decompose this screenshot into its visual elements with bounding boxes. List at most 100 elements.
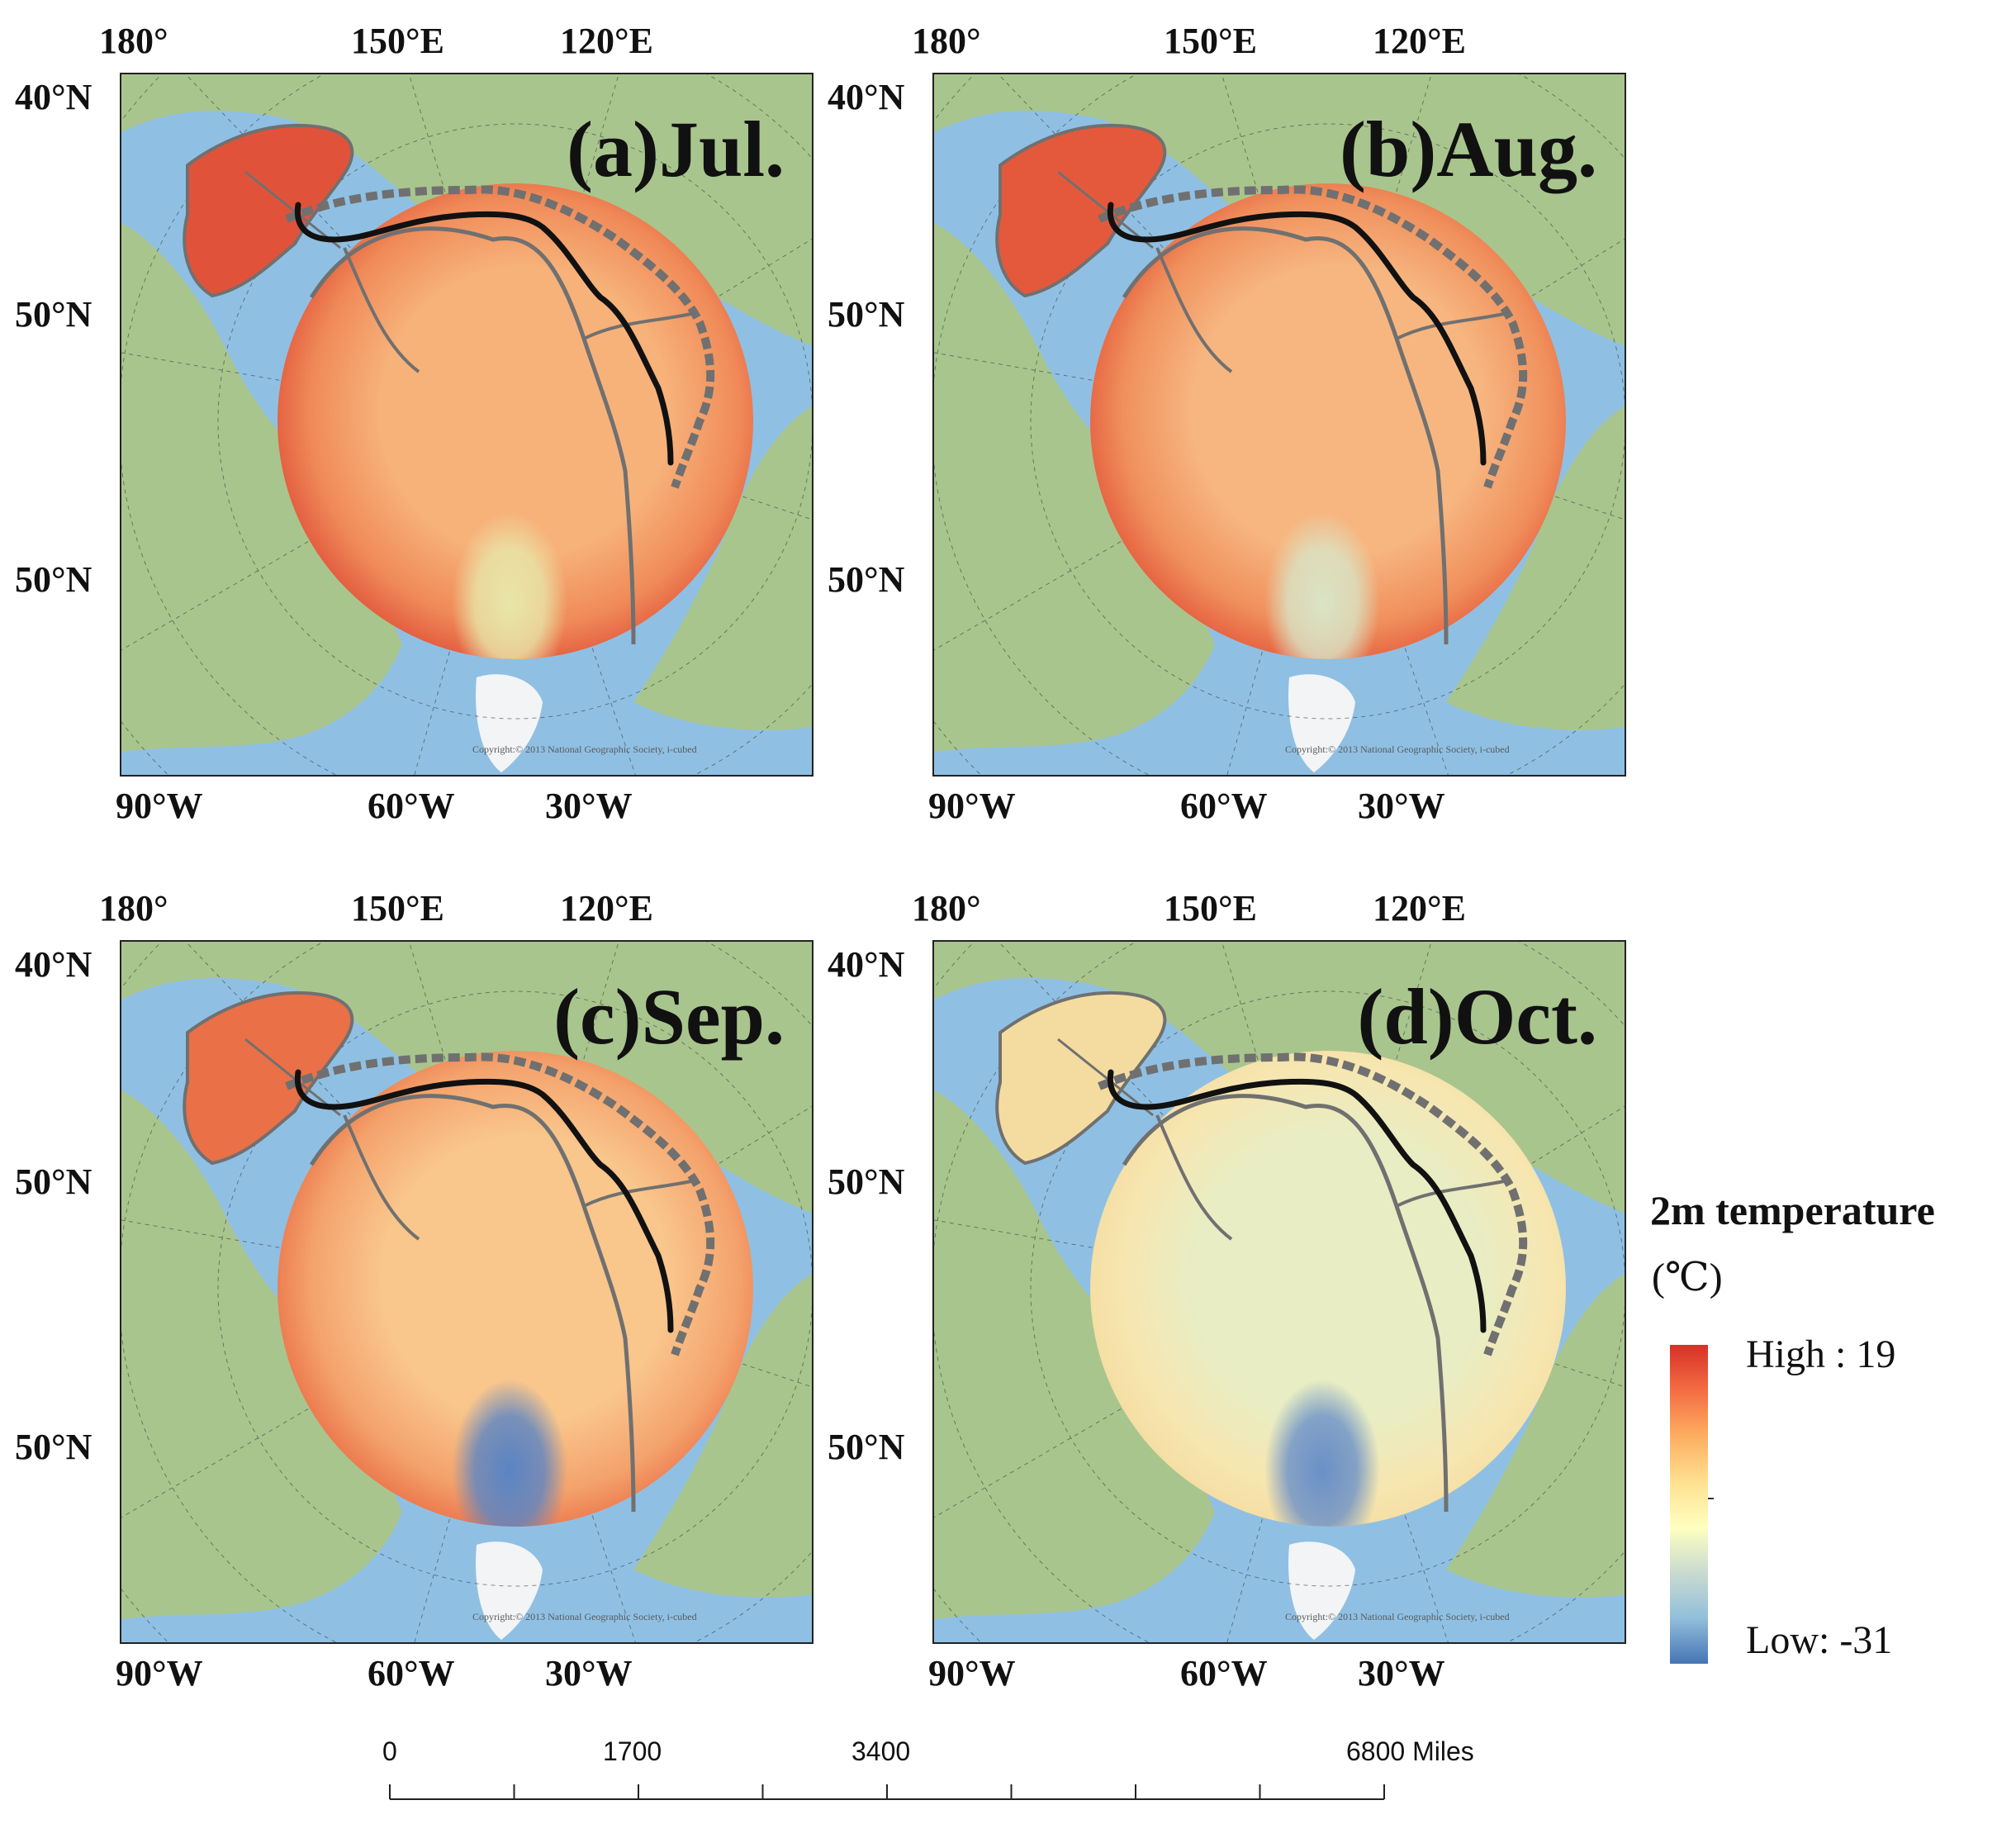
bottom-label-30w: 30°W — [1358, 1653, 1445, 1693]
land-east — [633, 406, 812, 730]
top-label-150e: 150°E — [1164, 888, 1257, 929]
land-west — [934, 223, 1215, 752]
greenland-cold-core — [1264, 512, 1380, 659]
left-label-50n-upper: 50°N — [828, 1161, 905, 1202]
top-label-180: 180° — [99, 21, 168, 61]
basemap-copyright: Copyright:© 2013 National Geographic Soc… — [472, 1611, 697, 1622]
land-east — [1446, 1274, 1625, 1598]
legend-unit: (℃) — [1652, 1256, 1723, 1299]
panel-title: (a)Jul. — [567, 105, 785, 193]
scale-label-3400: 3400 — [851, 1736, 911, 1766]
bottom-label-30w: 30°W — [545, 786, 633, 826]
siberian-coast — [1098, 185, 1528, 489]
legend-low-label: Low: -31 — [1746, 1618, 1893, 1662]
greenland-ice — [476, 674, 543, 772]
bottom-label-30w: 30°W — [1358, 786, 1445, 826]
legend-mid-tick — [1708, 1498, 1714, 1499]
arctic-temperature-disk — [277, 183, 753, 659]
polar-map — [934, 942, 1625, 1642]
basemap-copyright: Copyright:© 2013 National Geographic Soc… — [472, 743, 697, 755]
panel-title: (d)Oct. — [1357, 972, 1597, 1061]
bottom-label-60w: 60°W — [368, 786, 455, 826]
region-outline — [309, 226, 636, 645]
left-label-50n-upper: 50°N — [15, 1161, 92, 1202]
top-label-180: 180° — [912, 21, 981, 61]
region-outline-inner — [1155, 1114, 1505, 1241]
map-frame: Copyright:© 2013 National Geographic Soc… — [120, 940, 814, 1644]
top-label-150e: 150°E — [351, 21, 444, 61]
land-west — [934, 1090, 1215, 1619]
panel-title: (c)Sep. — [553, 972, 785, 1061]
left-label-40n: 40°N — [828, 944, 905, 985]
map-frame: Copyright:© 2013 National Geographic Soc… — [120, 73, 814, 777]
region-outline — [1122, 1094, 1449, 1513]
bottom-label-60w: 60°W — [1180, 786, 1268, 826]
region-outline-inner — [343, 247, 692, 373]
left-label-50n-lower: 50°N — [828, 559, 905, 600]
land-east — [1446, 406, 1625, 730]
bottom-label-90w: 90°W — [928, 1653, 1016, 1693]
land-north — [934, 942, 1625, 1214]
region-outline-inner — [343, 1114, 692, 1241]
top-label-120e: 120°E — [560, 888, 653, 929]
greenland-cold-core — [1264, 1380, 1380, 1527]
polar-map — [121, 74, 812, 775]
legend-high-label: High : 19 — [1746, 1332, 1896, 1376]
legend-title: 2m temperature — [1650, 1187, 1935, 1233]
siberian-coast — [285, 185, 715, 489]
left-label-50n-lower: 50°N — [15, 559, 92, 600]
land-west — [121, 1090, 402, 1619]
arctic-temperature-disk — [1090, 1051, 1566, 1527]
left-label-50n-lower: 50°N — [828, 1427, 905, 1467]
left-label-50n-upper: 50°N — [15, 294, 92, 335]
land-north — [934, 74, 1625, 346]
region-outline — [1122, 226, 1449, 645]
siberian-coast — [285, 1052, 715, 1356]
top-label-120e: 120°E — [560, 21, 653, 61]
left-label-50n-lower: 50°N — [15, 1427, 92, 1467]
greenland-ice — [476, 1541, 543, 1640]
top-label-150e: 150°E — [351, 888, 444, 929]
scale-label-0: 0 — [382, 1736, 397, 1766]
left-label-40n: 40°N — [828, 77, 905, 117]
greenland-cold-core — [452, 512, 567, 659]
top-label-180: 180° — [99, 888, 168, 929]
panel-b: 180° 150°E 120°E 40°N 50°N 50°N 90°W 60°… — [813, 0, 1639, 843]
panel-d: 180° 150°E 120°E 40°N 50°N 50°N 90°W 60°… — [813, 867, 1639, 1710]
scale-label-1700: 1700 — [603, 1736, 662, 1766]
region-outline — [309, 1094, 636, 1513]
land-north — [121, 942, 812, 1214]
top-label-120e: 120°E — [1373, 21, 1466, 61]
arctic-temperature-disk — [1090, 183, 1566, 659]
northern-sea-route — [294, 202, 674, 466]
bottom-label-90w: 90°W — [116, 786, 203, 826]
bering-transect — [1057, 170, 1154, 249]
greenland-cold-core — [452, 1380, 567, 1527]
bottom-label-30w: 30°W — [545, 1653, 633, 1693]
arctic-temperature-disk — [277, 1051, 753, 1527]
greenland-ice — [1288, 674, 1355, 772]
bottom-label-60w: 60°W — [368, 1653, 455, 1693]
panel-a: 180° 150°E 120°E 40°N 50°N 50°N 90°W 60°… — [0, 0, 826, 843]
left-label-40n: 40°N — [15, 77, 92, 117]
region-outline-inner — [1155, 247, 1505, 373]
scale-label-6800: 6800 Miles — [1346, 1736, 1474, 1766]
polar-map — [934, 74, 1625, 775]
bering-transect — [244, 170, 341, 249]
bottom-label-90w: 90°W — [116, 1653, 203, 1693]
left-label-40n: 40°N — [15, 944, 92, 985]
greenland-ice — [1288, 1541, 1355, 1640]
northern-sea-route — [294, 1069, 674, 1333]
panel-title: (b)Aug. — [1339, 105, 1597, 193]
northern-sea-route — [1107, 202, 1487, 466]
basemap-copyright: Copyright:© 2013 National Geographic Soc… — [1285, 1611, 1510, 1622]
panel-c: 180° 150°E 120°E 40°N 50°N 50°N 90°W 60°… — [0, 867, 826, 1710]
bottom-label-90w: 90°W — [928, 786, 1016, 826]
scale-bar-line — [389, 1784, 1385, 1800]
polar-map — [121, 942, 812, 1642]
land-north — [121, 74, 812, 346]
left-label-50n-upper: 50°N — [828, 294, 905, 335]
map-frame: Copyright:© 2013 National Geographic Soc… — [932, 940, 1626, 1644]
top-label-180: 180° — [912, 888, 981, 929]
northern-sea-route — [1107, 1069, 1487, 1333]
